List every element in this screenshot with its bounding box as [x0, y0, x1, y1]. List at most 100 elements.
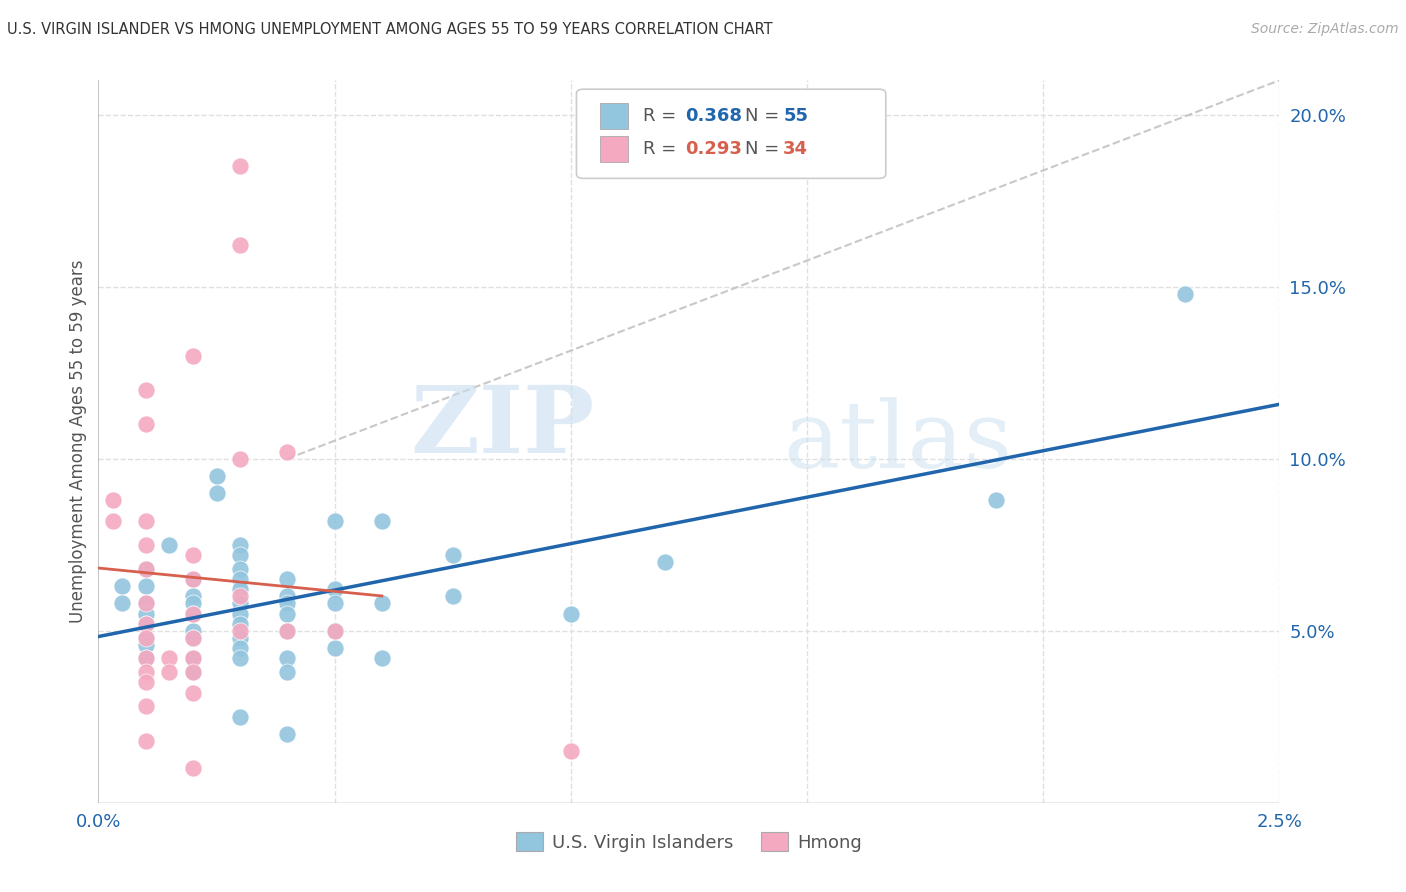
Point — [135, 734, 157, 748]
Point — [135, 675, 157, 690]
Point — [181, 631, 204, 645]
Point — [229, 624, 252, 638]
Point — [205, 469, 228, 483]
Point — [229, 616, 252, 631]
Point — [560, 607, 582, 621]
Point — [135, 538, 157, 552]
Point — [441, 548, 464, 562]
Point — [157, 538, 180, 552]
Point — [229, 582, 252, 597]
Point — [135, 562, 157, 576]
Point — [276, 624, 298, 638]
Text: ZIP: ZIP — [411, 382, 595, 472]
Point — [181, 624, 204, 638]
Point — [276, 651, 298, 665]
Text: N =: N = — [745, 107, 785, 125]
Point — [205, 486, 228, 500]
Point — [157, 651, 180, 665]
Point — [229, 562, 252, 576]
Point — [111, 579, 134, 593]
Point — [276, 572, 298, 586]
Point — [229, 631, 252, 645]
Point — [135, 514, 157, 528]
Point — [276, 590, 298, 604]
Point — [371, 596, 394, 610]
Point — [181, 349, 204, 363]
Point — [181, 631, 204, 645]
Text: 0.368: 0.368 — [685, 107, 742, 125]
Point — [135, 616, 157, 631]
Legend: U.S. Virgin Islanders, Hmong: U.S. Virgin Islanders, Hmong — [509, 825, 869, 859]
Point — [101, 514, 124, 528]
Point — [229, 538, 252, 552]
Point — [157, 665, 180, 679]
Point — [229, 451, 252, 466]
Point — [135, 383, 157, 397]
Point — [654, 555, 676, 569]
Point — [276, 665, 298, 679]
Point — [181, 572, 204, 586]
Point — [229, 548, 252, 562]
Point — [229, 651, 252, 665]
Y-axis label: Unemployment Among Ages 55 to 59 years: Unemployment Among Ages 55 to 59 years — [69, 260, 87, 624]
Point — [229, 159, 252, 173]
Text: R =: R = — [643, 140, 682, 158]
Point — [135, 562, 157, 576]
Point — [1174, 286, 1197, 301]
Point — [371, 514, 394, 528]
Point — [135, 665, 157, 679]
Point — [323, 514, 346, 528]
Point — [111, 596, 134, 610]
Point — [276, 624, 298, 638]
Text: Source: ZipAtlas.com: Source: ZipAtlas.com — [1251, 22, 1399, 37]
Point — [323, 582, 346, 597]
Point — [135, 616, 157, 631]
Point — [181, 607, 204, 621]
Point — [135, 699, 157, 714]
Point — [135, 417, 157, 432]
Point — [229, 596, 252, 610]
Point — [181, 665, 204, 679]
Point — [181, 548, 204, 562]
Point — [323, 624, 346, 638]
Point — [135, 651, 157, 665]
Point — [181, 607, 204, 621]
Point — [276, 607, 298, 621]
Point — [135, 638, 157, 652]
Point — [181, 686, 204, 700]
Point — [323, 596, 346, 610]
Point — [276, 445, 298, 459]
Point — [441, 590, 464, 604]
Point — [181, 761, 204, 775]
Point — [323, 624, 346, 638]
Point — [181, 590, 204, 604]
Point — [135, 631, 157, 645]
Text: U.S. VIRGIN ISLANDER VS HMONG UNEMPLOYMENT AMONG AGES 55 TO 59 YEARS CORRELATION: U.S. VIRGIN ISLANDER VS HMONG UNEMPLOYME… — [7, 22, 773, 37]
Point — [181, 596, 204, 610]
Text: 34: 34 — [783, 140, 808, 158]
Point — [276, 596, 298, 610]
Point — [229, 572, 252, 586]
Point — [135, 631, 157, 645]
Point — [229, 238, 252, 252]
Text: 55: 55 — [783, 107, 808, 125]
Point — [276, 727, 298, 741]
Point — [181, 651, 204, 665]
Point — [560, 744, 582, 758]
Text: 0.293: 0.293 — [685, 140, 741, 158]
Point — [229, 590, 252, 604]
Point — [181, 651, 204, 665]
Point — [181, 572, 204, 586]
Point — [229, 710, 252, 724]
Point — [984, 493, 1007, 508]
Point — [135, 651, 157, 665]
Point — [229, 607, 252, 621]
Point — [181, 665, 204, 679]
Point — [135, 607, 157, 621]
Text: atlas: atlas — [783, 397, 1012, 486]
Point — [135, 596, 157, 610]
Point — [135, 596, 157, 610]
Point — [135, 579, 157, 593]
Point — [229, 640, 252, 655]
Point — [371, 651, 394, 665]
